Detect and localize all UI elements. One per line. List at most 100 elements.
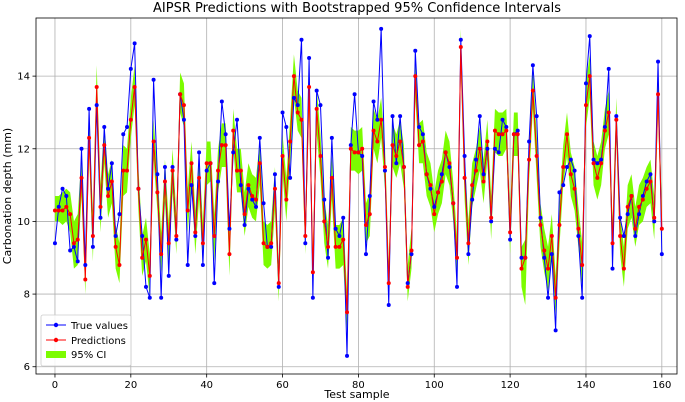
prediction-point — [413, 74, 418, 79]
true-value-point — [621, 233, 626, 238]
true-value-point — [291, 95, 296, 100]
prediction-point — [576, 226, 581, 231]
true-value-point — [250, 197, 255, 202]
prediction-point — [394, 154, 399, 159]
prediction-point — [382, 164, 387, 169]
prediction-point — [644, 186, 649, 191]
prediction-point — [379, 117, 384, 122]
x-tick-label: 100 — [425, 380, 444, 391]
prediction-point — [583, 103, 588, 108]
true-value-point — [458, 37, 463, 42]
true-value-point — [549, 252, 554, 257]
prediction-point — [94, 85, 99, 90]
true-value-point — [140, 233, 145, 238]
prediction-point — [231, 128, 236, 133]
prediction-point — [235, 168, 240, 173]
true-value-point — [504, 124, 509, 129]
true-value-point — [394, 161, 399, 166]
true-value-point — [625, 212, 630, 217]
prediction-point — [515, 132, 520, 137]
true-value-point — [580, 295, 585, 300]
prediction-point — [219, 143, 224, 148]
x-tick-label: 40 — [200, 380, 213, 391]
true-value-point — [109, 161, 114, 166]
prediction-point — [523, 255, 528, 260]
prediction-point — [587, 74, 592, 79]
prediction-point — [409, 248, 414, 253]
prediction-point — [291, 74, 296, 79]
prediction-point — [170, 168, 175, 173]
legend-pred-marker — [53, 337, 59, 343]
prediction-point — [314, 106, 319, 111]
true-value-point — [113, 233, 118, 238]
true-value-point — [602, 124, 607, 129]
prediction-point — [352, 150, 357, 155]
x-axis-label: Test sample — [323, 388, 389, 401]
true-value-point — [508, 237, 513, 242]
prediction-point — [386, 281, 391, 286]
true-value-point — [379, 26, 384, 31]
prediction-point — [401, 164, 406, 169]
prediction-point — [212, 233, 217, 238]
true-value-point — [280, 110, 285, 115]
prediction-point — [303, 233, 308, 238]
true-value-point — [284, 124, 289, 129]
prediction-point — [257, 161, 262, 166]
true-value-point — [219, 99, 224, 104]
prediction-point — [318, 154, 323, 159]
prediction-point — [341, 237, 346, 242]
prediction-point — [485, 139, 490, 144]
prediction-point — [109, 179, 114, 184]
true-value-point — [398, 114, 403, 119]
prediction-point — [185, 208, 190, 213]
true-value-point — [98, 215, 103, 220]
y-tick-label: 14 — [17, 72, 30, 83]
prediction-point — [250, 194, 255, 198]
true-value-point — [614, 114, 619, 119]
prediction-point — [508, 230, 513, 235]
prediction-point — [83, 277, 88, 282]
true-value-point — [371, 99, 376, 104]
true-value-point — [618, 215, 623, 220]
prediction-point — [227, 252, 232, 257]
prediction-point — [68, 212, 73, 217]
prediction-point — [424, 172, 429, 177]
prediction-point — [481, 179, 486, 184]
prediction-point — [189, 161, 194, 166]
prediction-point — [656, 92, 661, 97]
true-value-point — [166, 273, 171, 278]
true-value-point — [477, 114, 482, 119]
plot-frame — [35, 17, 678, 375]
true-value-point — [659, 252, 664, 257]
prediction-point — [606, 110, 611, 115]
prediction-point — [337, 244, 342, 249]
true-value-point — [656, 59, 661, 64]
prediction-point — [272, 186, 277, 191]
true-value-point — [352, 92, 357, 97]
true-value-point — [117, 212, 122, 217]
y-tick-label: 8 — [24, 290, 30, 301]
true-value-point — [587, 34, 592, 39]
prediction-point — [246, 183, 251, 188]
prediction-point — [614, 117, 619, 122]
true-value-point — [155, 172, 160, 177]
true-value-point — [231, 150, 236, 155]
true-value-point — [576, 233, 581, 238]
prediction-point — [79, 175, 84, 180]
prediction-point — [113, 244, 118, 249]
true-value-point — [162, 164, 167, 169]
prediction-point — [261, 241, 266, 246]
prediction-point — [310, 270, 315, 275]
y-tick-label: 6 — [24, 362, 30, 373]
prediction-point — [451, 201, 456, 206]
prediction-point — [200, 241, 205, 246]
prediction-point — [549, 233, 554, 238]
true-value-point — [253, 204, 258, 209]
prediction-point — [159, 252, 164, 257]
true-value-point — [386, 302, 391, 307]
y-tick-label: 12 — [17, 144, 30, 155]
prediction-point — [398, 139, 403, 144]
prediction-point — [128, 117, 133, 122]
prediction-point — [208, 161, 213, 166]
prediction-point — [496, 132, 501, 137]
